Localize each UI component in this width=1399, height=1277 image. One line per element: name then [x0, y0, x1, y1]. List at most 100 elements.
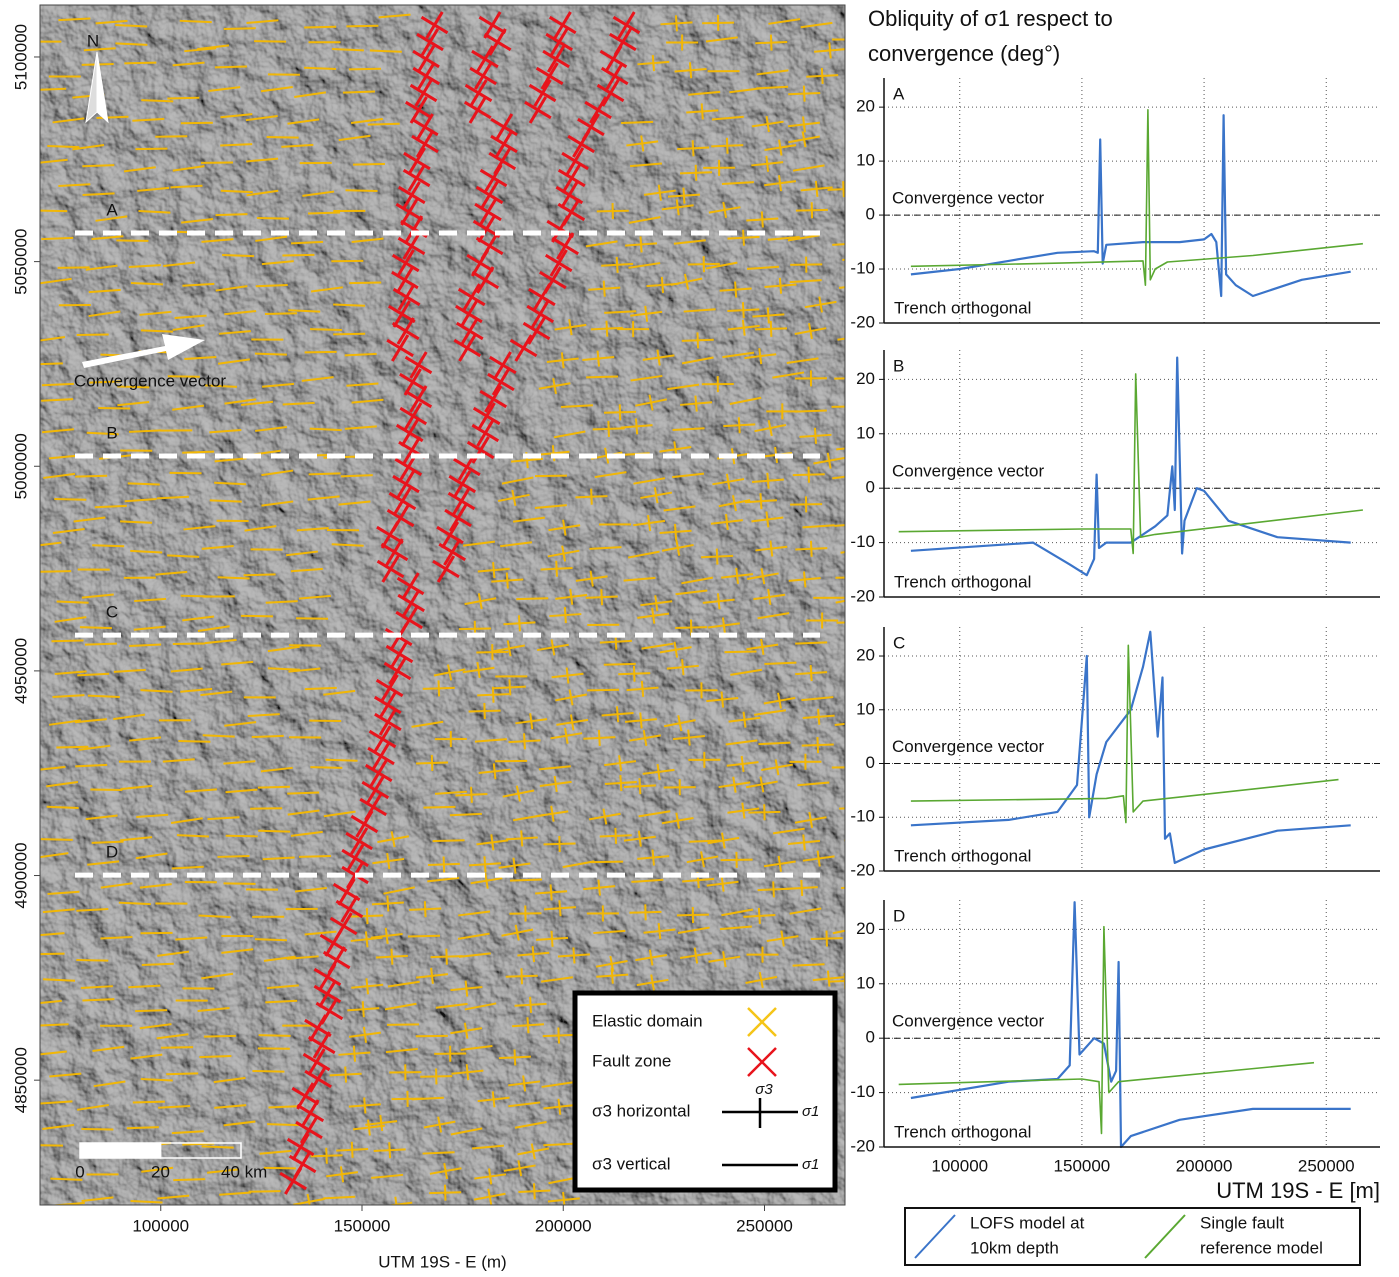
stress-stick [390, 831, 396, 848]
series-line [910, 630, 1351, 864]
stress-stick [650, 974, 655, 991]
stress-stick [76, 958, 109, 962]
fault-cross [448, 470, 477, 498]
stress-stick [638, 778, 642, 795]
stress-stick [217, 358, 250, 365]
stress-stick [694, 395, 698, 412]
stress-stick [630, 374, 663, 382]
stress-stick [95, 215, 128, 222]
stress-stick [847, 88, 879, 92]
stress-stick [768, 18, 801, 25]
stress-stick [365, 908, 369, 925]
stress-stick [155, 570, 188, 576]
stress-stick [851, 440, 853, 456]
fault-cross [392, 470, 420, 498]
stress-stick [627, 550, 660, 559]
stress-stick [342, 90, 375, 94]
fault-cross [474, 198, 502, 226]
fault-cross [469, 62, 497, 90]
y-tick-label: 5050000 [11, 229, 30, 295]
stress-stick [213, 1076, 246, 1084]
fault-cross [399, 368, 427, 396]
stress-stick [434, 790, 467, 795]
stress-stick [40, 932, 65, 937]
stress-stick [367, 122, 400, 126]
stress-stick [204, 384, 237, 388]
stress-stick [834, 722, 845, 726]
stress-stick [808, 323, 813, 340]
stress-stick [603, 662, 636, 666]
stress-stick [181, 218, 214, 224]
stress-stick [802, 116, 806, 133]
stress-stick [338, 500, 371, 506]
stress-stick [725, 513, 729, 531]
stress-stick [84, 642, 117, 646]
stress-stick [282, 253, 315, 257]
x-tick-label: 200000 [1176, 1156, 1233, 1175]
stress-stick [437, 680, 441, 697]
y-tick-label: -20 [850, 312, 875, 331]
stress-stick [184, 355, 217, 361]
fault-cross [526, 300, 555, 328]
stress-stick [387, 1023, 420, 1026]
stress-stick [115, 42, 148, 46]
stress-stick [85, 264, 118, 271]
stress-stick [325, 758, 358, 762]
annotation: Convergence vector [892, 1012, 1044, 1031]
stress-stick [651, 55, 656, 72]
stress-stick [82, 164, 115, 168]
stress-stick [42, 978, 76, 982]
y-tick-label: 10 [856, 423, 875, 442]
x-axis-title: UTM 19S - E [m] [1216, 1178, 1380, 1203]
stress-stick [172, 61, 205, 67]
stress-stick [508, 1101, 541, 1108]
stress-stick [837, 337, 845, 341]
stress-stick [835, 599, 845, 604]
stress-stick [600, 589, 604, 606]
stress-stick [288, 667, 321, 673]
fault-cross [409, 79, 438, 107]
stress-stick [517, 615, 521, 632]
fault-cross [404, 351, 433, 379]
stress-stick [323, 1195, 356, 1200]
stress-stick [333, 332, 366, 336]
fault-cross [466, 249, 494, 277]
stress-stick [826, 970, 831, 987]
stress-stick [217, 854, 250, 858]
stress-stick [344, 1066, 348, 1083]
stress-stick [572, 947, 576, 964]
stress-stick [307, 495, 340, 501]
legend-swatch [1144, 1214, 1186, 1259]
fault-cross [444, 504, 472, 532]
stress-stick [243, 573, 276, 577]
stress-stick [517, 1160, 523, 1177]
stress-stick [175, 936, 208, 941]
title-line: convergence (deg°) [868, 41, 1060, 66]
stress-stick [126, 1126, 159, 1130]
stress-stick [117, 400, 150, 407]
stress-stick [40, 852, 69, 859]
stress-stick [569, 714, 575, 731]
fault-cross [463, 96, 492, 124]
stress-stick [766, 472, 770, 489]
stress-stick [836, 447, 845, 451]
annotation: Trench orthogonal [894, 846, 1031, 865]
north-label: N [87, 31, 99, 50]
stress-stick [560, 352, 565, 369]
stress-stick [474, 738, 507, 743]
stress-stick [637, 830, 642, 847]
stress-stick [553, 775, 558, 792]
stress-stick [118, 901, 151, 906]
stress-stick [422, 1151, 455, 1155]
stress-stick [96, 115, 129, 119]
stress-stick [633, 477, 666, 485]
x-tick-label: 200000 [535, 1216, 592, 1235]
stress-stick [615, 706, 620, 723]
stress-stick [352, 1045, 357, 1062]
stress-stick [56, 600, 89, 604]
stress-stick [641, 642, 674, 650]
stress-stick [220, 189, 253, 194]
stress-stick [457, 932, 490, 940]
stress-stick [367, 1119, 371, 1136]
stress-stick [136, 813, 169, 818]
